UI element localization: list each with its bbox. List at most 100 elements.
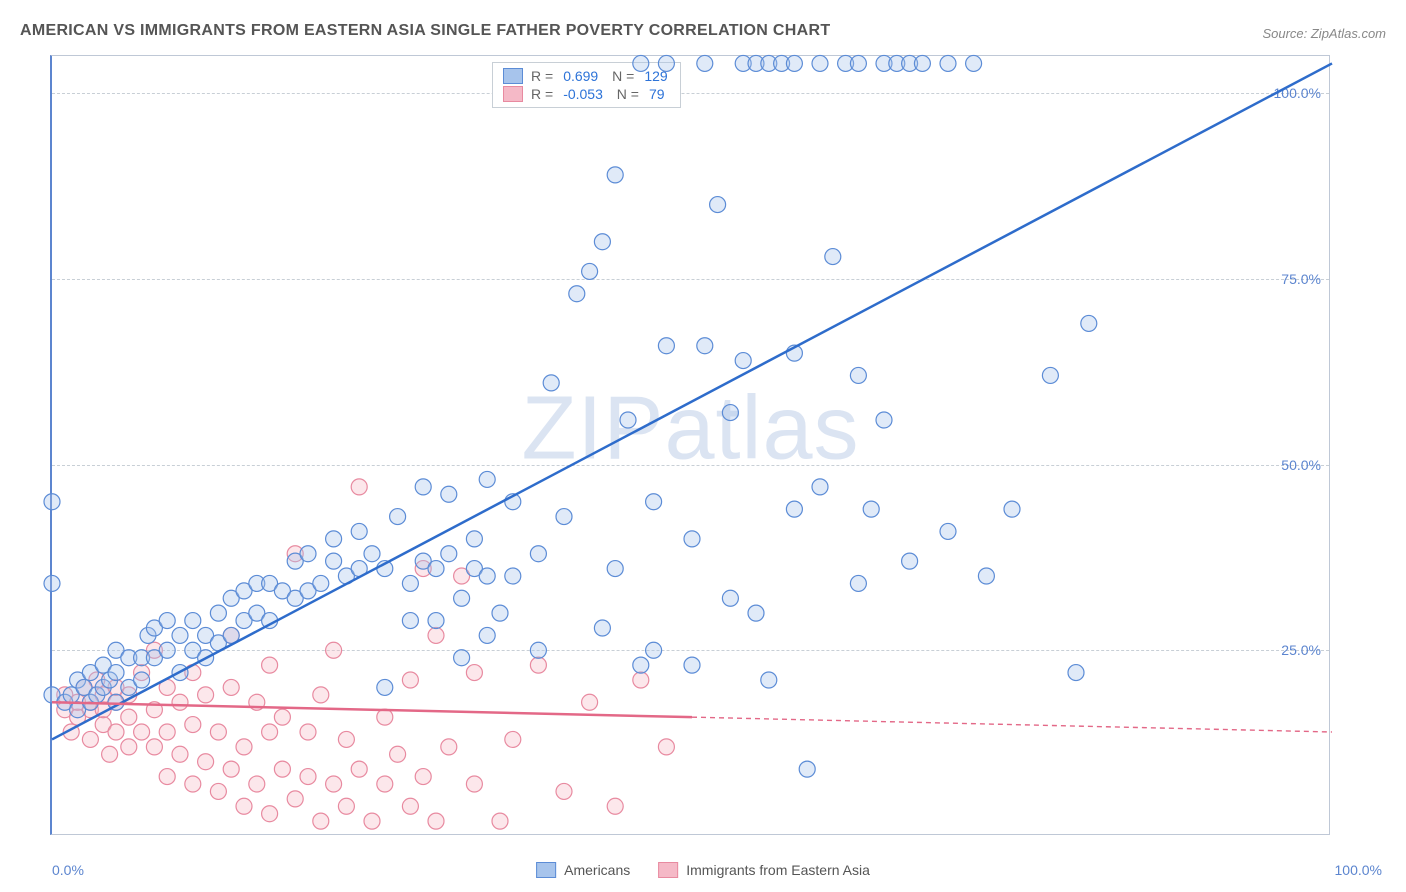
scatter-point-pink <box>466 665 482 681</box>
scatter-point-blue <box>850 55 866 71</box>
scatter-point-pink <box>351 479 367 495</box>
scatter-point-pink <box>466 776 482 792</box>
scatter-point-blue <box>812 55 828 71</box>
scatter-point-pink <box>198 687 214 703</box>
chart-title: AMERICAN VS IMMIGRANTS FROM EASTERN ASIA… <box>20 22 830 40</box>
x-tick-min: 0.0% <box>52 862 84 878</box>
scatter-point-blue <box>313 575 329 591</box>
legend-label-blue: Americans <box>564 862 630 878</box>
scatter-point-blue <box>159 613 175 629</box>
scatter-point-blue <box>1004 501 1020 517</box>
scatter-point-pink <box>377 776 393 792</box>
scatter-point-pink <box>159 769 175 785</box>
scatter-point-blue <box>556 509 572 525</box>
scatter-point-blue <box>607 561 623 577</box>
scatter-point-pink <box>121 709 137 725</box>
scatter-point-blue <box>607 167 623 183</box>
scatter-point-pink <box>223 761 239 777</box>
scatter-point-blue <box>710 197 726 213</box>
scatter-point-blue <box>722 590 738 606</box>
scatter-point-blue <box>505 568 521 584</box>
scatter-point-blue <box>377 679 393 695</box>
scatter-point-blue <box>786 501 802 517</box>
scatter-point-pink <box>108 724 124 740</box>
scatter-point-blue <box>633 657 649 673</box>
scatter-point-pink <box>262 806 278 822</box>
scatter-point-blue <box>594 620 610 636</box>
scatter-point-blue <box>850 575 866 591</box>
scatter-point-blue <box>863 501 879 517</box>
scatter-point-blue <box>902 553 918 569</box>
scatter-point-pink <box>326 776 342 792</box>
legend-item-blue: Americans <box>536 862 630 878</box>
scatter-point-blue <box>108 665 124 681</box>
scatter-point-blue <box>543 375 559 391</box>
scatter-point-pink <box>351 761 367 777</box>
scatter-point-blue <box>966 55 982 71</box>
scatter-point-blue <box>479 627 495 643</box>
scatter-point-pink <box>300 724 316 740</box>
scatter-point-blue <box>44 575 60 591</box>
scatter-point-blue <box>1081 315 1097 331</box>
scatter-point-pink <box>428 813 444 829</box>
scatter-point-pink <box>146 739 162 755</box>
scatter-point-blue <box>620 412 636 428</box>
scatter-point-pink <box>236 798 252 814</box>
scatter-point-blue <box>492 605 508 621</box>
scatter-point-blue <box>646 642 662 658</box>
scatter-point-pink <box>402 798 418 814</box>
scatter-point-blue <box>479 471 495 487</box>
scatter-point-pink <box>633 672 649 688</box>
scatter-point-pink <box>364 813 380 829</box>
scatter-point-pink <box>326 642 342 658</box>
scatter-point-blue <box>658 338 674 354</box>
source-attribution: Source: ZipAtlas.com <box>1262 26 1386 41</box>
swatch-blue <box>536 862 556 878</box>
plot-area: ZIPatlas 25.0%50.0%75.0%100.0% R = 0.699… <box>50 55 1330 835</box>
regression-line-pink-dash <box>692 717 1332 732</box>
scatter-point-pink <box>505 731 521 747</box>
scatter-point-blue <box>402 613 418 629</box>
scatter-point-blue <box>914 55 930 71</box>
scatter-point-blue <box>582 263 598 279</box>
scatter-point-pink <box>287 791 303 807</box>
scatter-point-blue <box>479 568 495 584</box>
scatter-point-blue <box>633 55 649 71</box>
scatter-point-blue <box>594 234 610 250</box>
scatter-point-blue <box>1068 665 1084 681</box>
scatter-point-blue <box>134 672 150 688</box>
scatter-point-blue <box>825 249 841 265</box>
scatter-point-pink <box>274 709 290 725</box>
scatter-point-blue <box>850 367 866 383</box>
scatter-point-pink <box>607 798 623 814</box>
scatter-point-blue <box>326 553 342 569</box>
scatter-point-pink <box>274 761 290 777</box>
scatter-point-pink <box>102 746 118 762</box>
scatter-point-pink <box>223 679 239 695</box>
scatter-point-blue <box>441 546 457 562</box>
scatter-point-blue <box>351 523 367 539</box>
scatter-point-pink <box>262 724 278 740</box>
scatter-point-blue <box>159 642 175 658</box>
scatter-point-pink <box>492 813 508 829</box>
scatter-point-blue <box>402 575 418 591</box>
x-tick-max: 100.0% <box>1335 862 1382 878</box>
scatter-point-blue <box>978 568 994 584</box>
scatter-point-blue <box>812 479 828 495</box>
scatter-point-blue <box>466 531 482 547</box>
scatter-point-blue <box>697 338 713 354</box>
scatter-point-pink <box>582 694 598 710</box>
scatter-point-blue <box>1042 367 1058 383</box>
scatter-point-pink <box>338 798 354 814</box>
scatter-point-pink <box>210 783 226 799</box>
scatter-point-pink <box>313 687 329 703</box>
scatter-point-pink <box>82 731 98 747</box>
scatter-point-blue <box>364 546 380 562</box>
scatter-point-pink <box>556 783 572 799</box>
scatter-point-blue <box>415 479 431 495</box>
scatter-point-pink <box>377 709 393 725</box>
scatter-point-pink <box>441 739 457 755</box>
scatter-point-blue <box>646 494 662 510</box>
scatter-point-pink <box>210 724 226 740</box>
scatter-point-blue <box>210 605 226 621</box>
